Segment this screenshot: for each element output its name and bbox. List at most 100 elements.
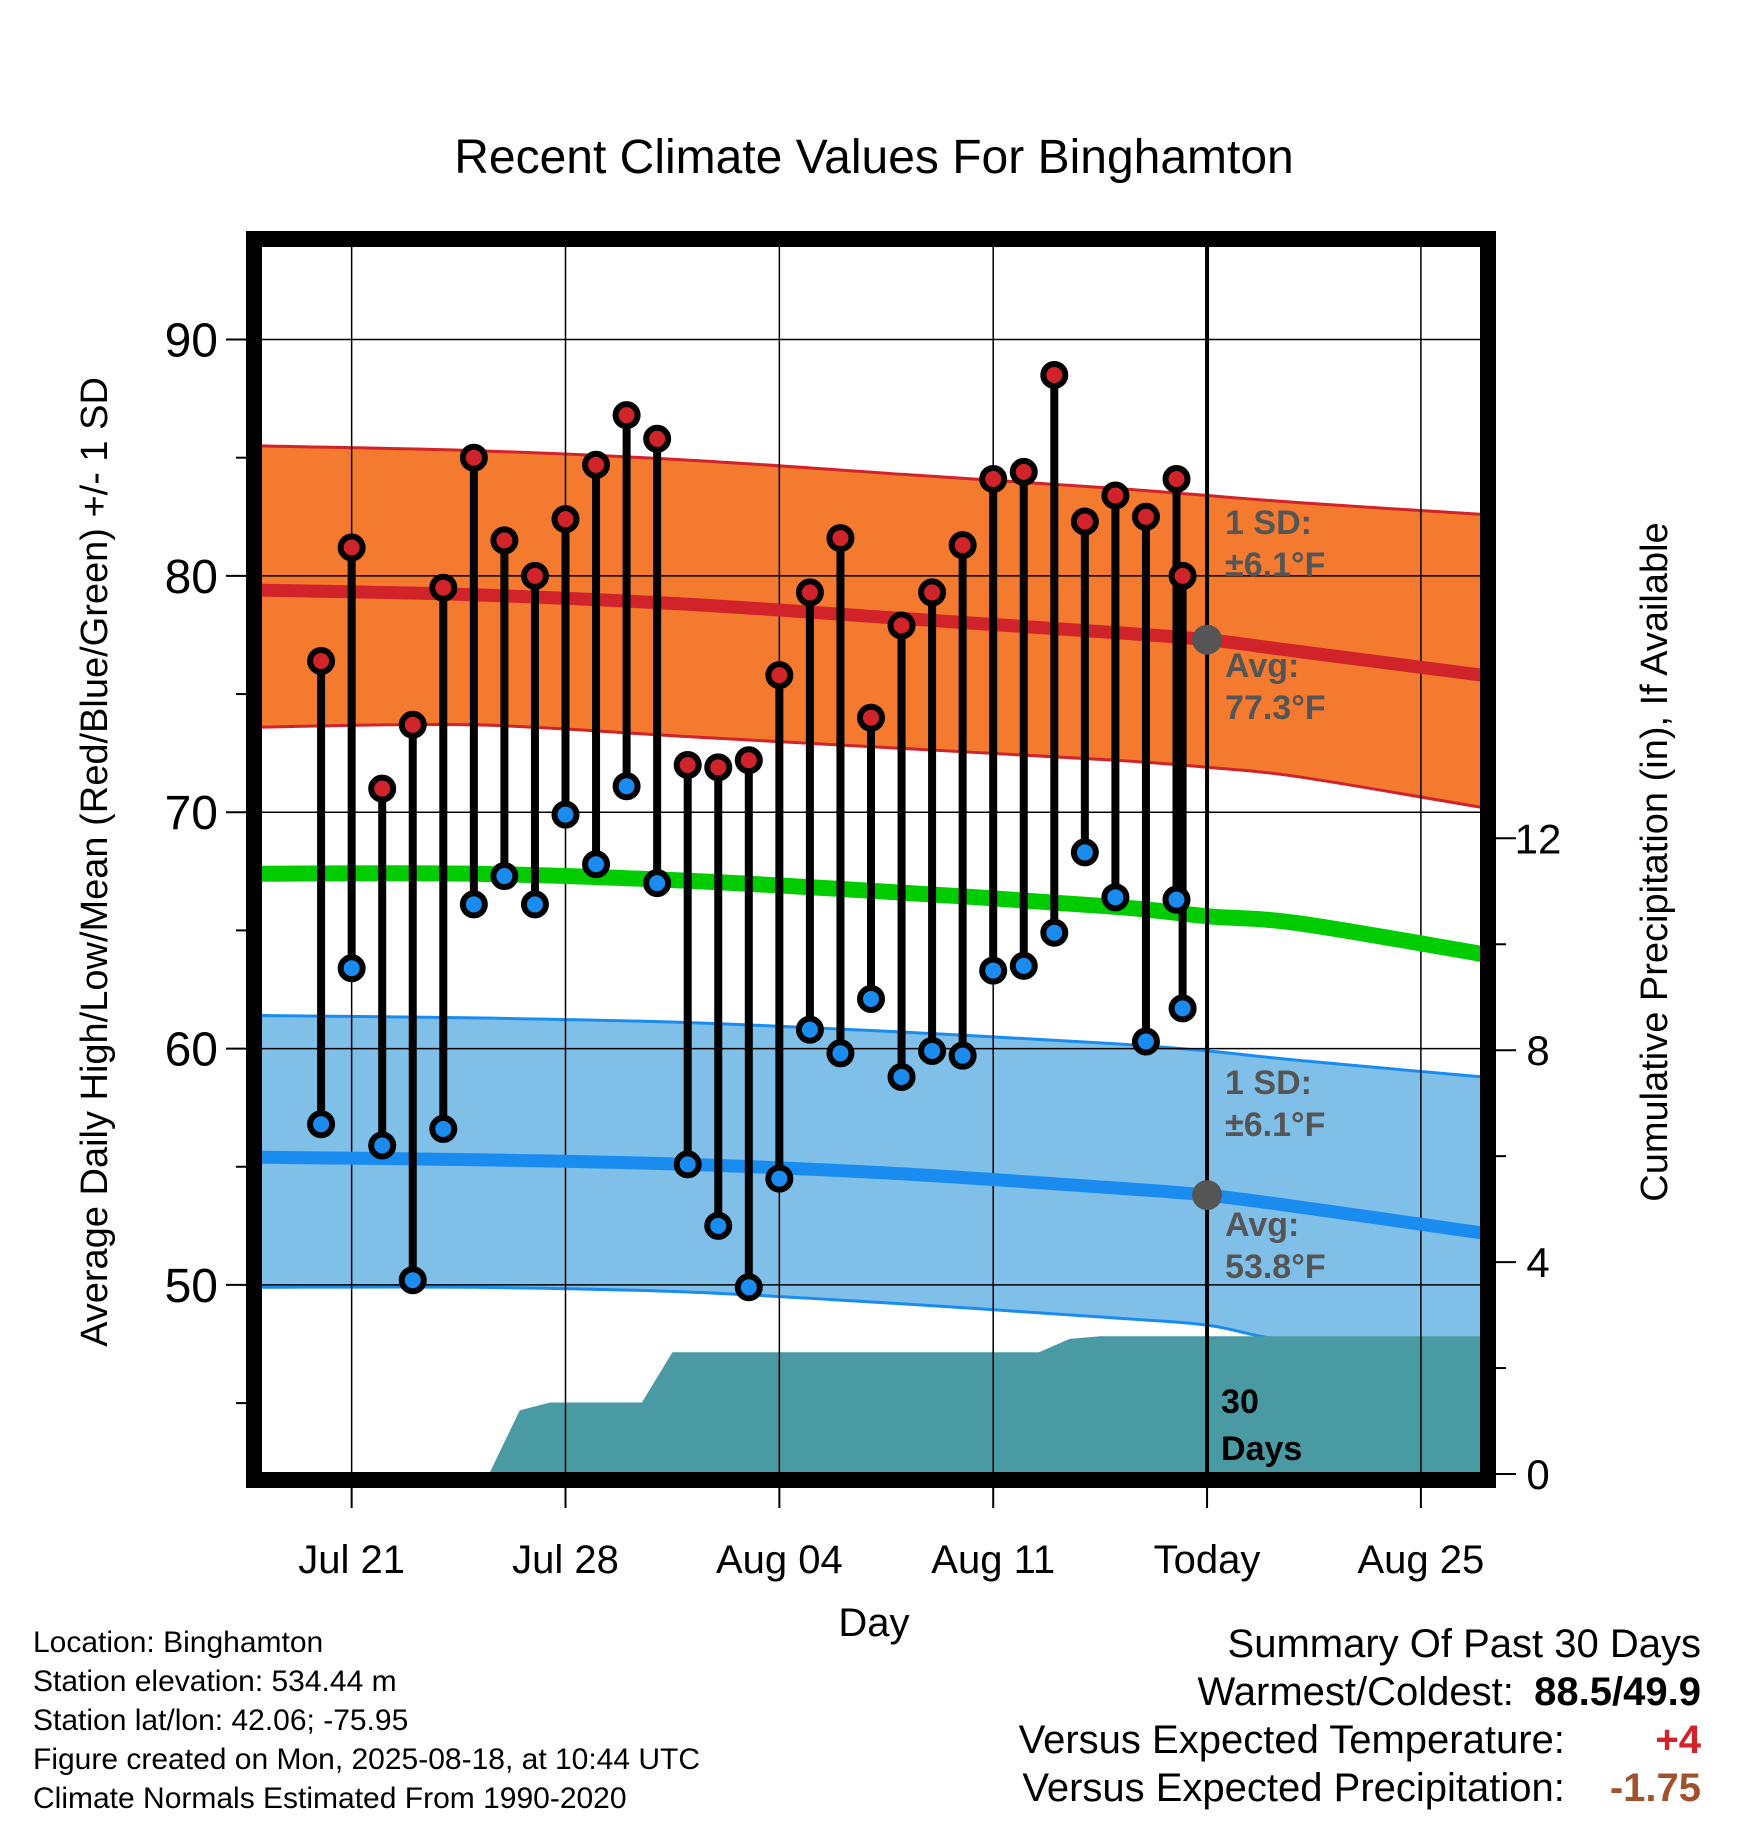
- daily-high-dot: [551, 505, 580, 534]
- precip-label: Versus Expected Precipitation:: [1022, 1766, 1565, 1810]
- daily-low-dot: [734, 1273, 763, 1302]
- daily-high-dot: [826, 524, 855, 553]
- band-annotations: 1 SD: ±6.1°F Avg: 77.3°F 1 SD: ±6.1°F Avg: 53.8…: [1192, 504, 1326, 1468]
- daily-high-dot: [1131, 502, 1160, 531]
- daily-high-dot: [337, 533, 366, 562]
- daily-high-dot: [979, 464, 1008, 493]
- chart-title: Recent Climate Values For Binghamton: [454, 131, 1294, 184]
- daily-high-dot: [1162, 464, 1191, 493]
- y2-tick-label: 4: [1526, 1239, 1549, 1286]
- daily-high-dot: [307, 646, 336, 675]
- high-avg-label: Avg:: [1225, 647, 1299, 685]
- daily-high-dot: [765, 661, 794, 690]
- daily-low-dot: [551, 800, 580, 829]
- axis-tick-labels: 50 60 70 80 90 0 4 8 12 Jul 21 Jul 28 Aug 04 Aug 11 T…: [165, 315, 1562, 1582]
- daily-high-dot: [734, 746, 763, 775]
- temp-value: +4: [1655, 1718, 1701, 1762]
- x-tick-label: Aug 11: [931, 1538, 1055, 1582]
- daily-low-dot: [307, 1110, 336, 1139]
- daily-low-dot: [918, 1036, 947, 1065]
- daily-high-dot: [887, 611, 916, 640]
- daily-low-dot: [887, 1062, 916, 1091]
- daily-high-dot: [704, 753, 733, 782]
- daily-low-dot: [795, 1015, 824, 1044]
- period-label-number: 30: [1221, 1383, 1259, 1421]
- summary-panel: Summary Of Past 30 Days Warmest/Coldest:…: [1019, 1620, 1701, 1812]
- daily-low-dot: [582, 850, 611, 879]
- daily-low-dot: [979, 956, 1008, 985]
- daily-low-dot: [1131, 1027, 1160, 1056]
- daily-high-dot: [368, 774, 397, 803]
- y2-tick-label: 12: [1515, 815, 1562, 862]
- daily-high-dot: [857, 703, 885, 732]
- precip-row: Versus Expected Precipitation: -1.75: [1019, 1764, 1701, 1812]
- daily-high-dot: [459, 443, 488, 472]
- daily-high-dot: [1070, 507, 1099, 536]
- x-axis-label: Day: [838, 1601, 909, 1645]
- low-avg-label: Avg:: [1225, 1206, 1299, 1244]
- daily-high-dot: [643, 424, 672, 453]
- daily-high-dot: [582, 450, 611, 479]
- daily-low-dot: [948, 1041, 977, 1070]
- daily-low-dot: [337, 954, 366, 983]
- y2-tick-label: 8: [1526, 1027, 1549, 1074]
- summary-title: Summary Of Past 30 Days: [1227, 1622, 1701, 1666]
- daily-low-dot: [857, 984, 885, 1013]
- daily-low-dot: [490, 862, 519, 891]
- daily-low-dot: [612, 772, 641, 801]
- daily-high-dot: [490, 526, 519, 555]
- daily-low-dot: [398, 1266, 427, 1295]
- high-sd-value: ±6.1°F: [1225, 546, 1325, 584]
- daily-low-dot: [368, 1131, 397, 1160]
- daily-low-dot: [765, 1164, 794, 1193]
- daily-dots: [307, 360, 1197, 1302]
- today-avg-low-marker: [1192, 1180, 1223, 1211]
- daily-low-dot: [520, 890, 549, 919]
- y-tick-label: 70: [165, 787, 218, 840]
- y-tick-label: 50: [165, 1260, 218, 1313]
- temp-row: Versus Expected Temperature: +4: [1019, 1716, 1701, 1764]
- location-text: Location: Binghamton: [33, 1626, 324, 1659]
- normals-text: Climate Normals Estimated From 1990-2020: [33, 1782, 627, 1815]
- axis-ticks: [226, 338, 1516, 1508]
- temp-label: Versus Expected Temperature:: [1018, 1718, 1565, 1762]
- daily-high-dot: [1168, 561, 1197, 590]
- y2-tick-label: 0: [1526, 1451, 1549, 1498]
- warm-cold-label: Warmest/Coldest:: [1197, 1670, 1514, 1714]
- daily-low-dot: [1101, 883, 1130, 912]
- x-tick-label: Aug 04: [716, 1538, 843, 1582]
- precip-value: -1.75: [1609, 1766, 1701, 1810]
- daily-high-dot: [520, 561, 549, 590]
- daily-high-dot: [1009, 457, 1038, 486]
- y-tick-label: 60: [165, 1024, 218, 1077]
- daily-low-dot: [826, 1039, 855, 1068]
- grid-lines: [260, 245, 1482, 1474]
- latlon-text: Station lat/lon: 42.06; -75.95: [33, 1704, 409, 1737]
- daily-high-dot: [429, 573, 458, 602]
- x-tick-label: Jul 28: [512, 1538, 619, 1582]
- daily-low-dot: [1009, 951, 1038, 980]
- daily-range-stems: [317, 374, 1187, 1288]
- daily-high-dot: [673, 750, 702, 779]
- today-avg-high-marker: [1192, 624, 1223, 655]
- daily-low-dot: [704, 1211, 733, 1240]
- y-axis-label: Average Daily High/Low/Mean (Red/Blue/Gr…: [74, 377, 116, 1347]
- low-sd-value: ±6.1°F: [1225, 1106, 1325, 1144]
- y2-axis-label: Cumulative Precipitation (in), If Availa…: [1634, 522, 1676, 1201]
- x-tick-label: Jul 21: [298, 1538, 405, 1582]
- daily-low-dot: [429, 1114, 458, 1143]
- avg-low-line: [259, 1150, 1483, 1240]
- x-tick-label: Aug 25: [1358, 1538, 1485, 1582]
- daily-high-dot: [795, 578, 824, 607]
- warm-cold-value: 88.5/49.9: [1534, 1670, 1701, 1714]
- elevation-text: Station elevation: 534.44 m: [33, 1665, 397, 1698]
- daily-low-dot: [1070, 838, 1099, 867]
- period-label-days: Days: [1221, 1430, 1302, 1468]
- low-avg-value: 53.8°F: [1225, 1248, 1326, 1286]
- warm-cold-row: Warmest/Coldest: 88.5/49.9: [1019, 1668, 1702, 1716]
- daily-low-dot: [643, 869, 672, 898]
- daily-low-dot: [459, 890, 488, 919]
- precipitation-area: [366, 1336, 1482, 1474]
- daily-low-dot: [1168, 994, 1197, 1023]
